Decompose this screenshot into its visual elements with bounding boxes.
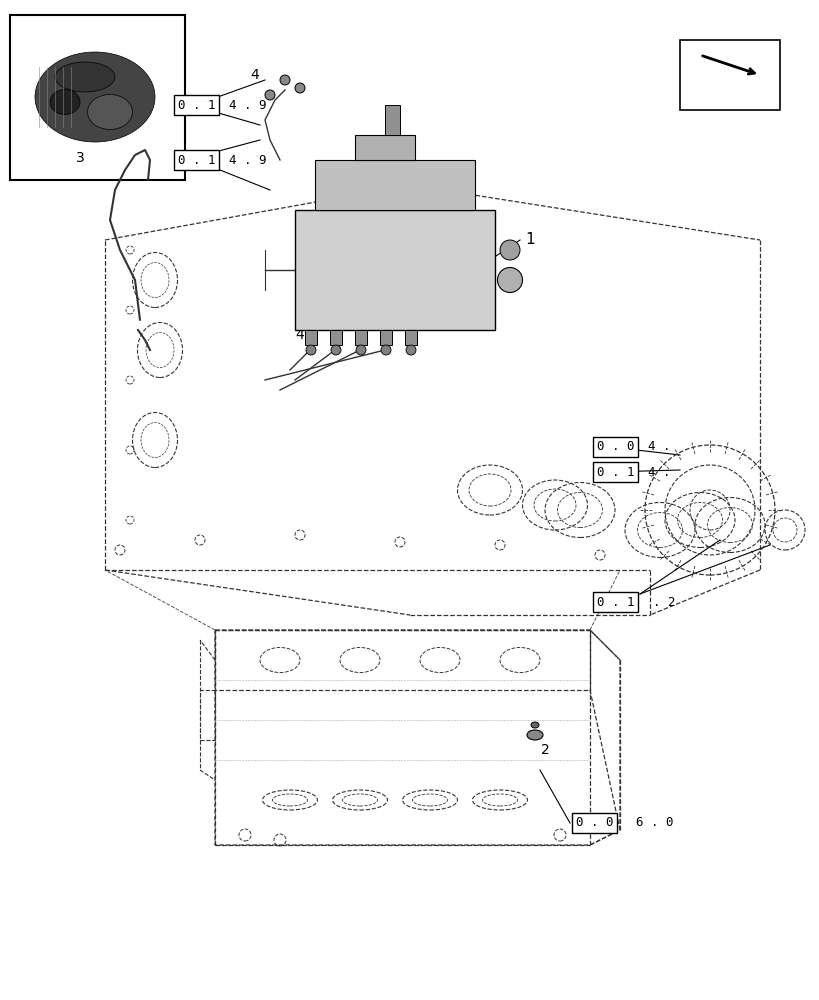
Circle shape bbox=[295, 83, 305, 93]
Text: 0 . 1: 0 . 1 bbox=[596, 595, 634, 608]
Ellipse shape bbox=[500, 240, 519, 260]
Text: 3: 3 bbox=[75, 151, 84, 165]
Text: 1: 1 bbox=[524, 232, 534, 247]
Text: 4 . 9: 4 . 9 bbox=[229, 154, 266, 167]
Text: 2: 2 bbox=[540, 743, 549, 757]
Text: 4 .: 4 . bbox=[647, 440, 670, 454]
Circle shape bbox=[279, 75, 290, 85]
Text: 0 . 1: 0 . 1 bbox=[178, 154, 215, 167]
Ellipse shape bbox=[527, 730, 542, 740]
Text: 4 . 9: 4 . 9 bbox=[229, 99, 266, 112]
Circle shape bbox=[331, 345, 341, 355]
Bar bbox=[295, 210, 495, 330]
Circle shape bbox=[265, 90, 274, 100]
Ellipse shape bbox=[50, 90, 80, 115]
Ellipse shape bbox=[531, 722, 538, 728]
Ellipse shape bbox=[88, 95, 133, 130]
Circle shape bbox=[305, 345, 315, 355]
Circle shape bbox=[355, 345, 365, 355]
Ellipse shape bbox=[497, 267, 522, 292]
Bar bbox=[355, 330, 367, 345]
Bar bbox=[200, 690, 215, 740]
Circle shape bbox=[381, 345, 391, 355]
Text: 0 . 1: 0 . 1 bbox=[596, 466, 634, 479]
Bar bbox=[329, 330, 342, 345]
Text: 0 . 0: 0 . 0 bbox=[576, 816, 613, 829]
Text: 4 .: 4 . bbox=[647, 466, 670, 479]
Text: 6 . 0: 6 . 0 bbox=[636, 816, 672, 829]
Text: 0 . 0: 0 . 0 bbox=[596, 440, 634, 454]
Bar bbox=[379, 330, 391, 345]
Bar bbox=[314, 160, 474, 210]
Bar bbox=[355, 135, 414, 160]
Bar bbox=[405, 330, 417, 345]
Circle shape bbox=[405, 345, 415, 355]
Bar bbox=[305, 330, 317, 345]
Text: 0 . 1: 0 . 1 bbox=[178, 99, 215, 112]
Text: . 2: . 2 bbox=[652, 595, 675, 608]
Text: 4: 4 bbox=[251, 68, 259, 82]
Ellipse shape bbox=[35, 52, 155, 142]
Text: 4: 4 bbox=[296, 328, 304, 342]
Bar bbox=[385, 105, 400, 135]
Ellipse shape bbox=[55, 62, 115, 92]
